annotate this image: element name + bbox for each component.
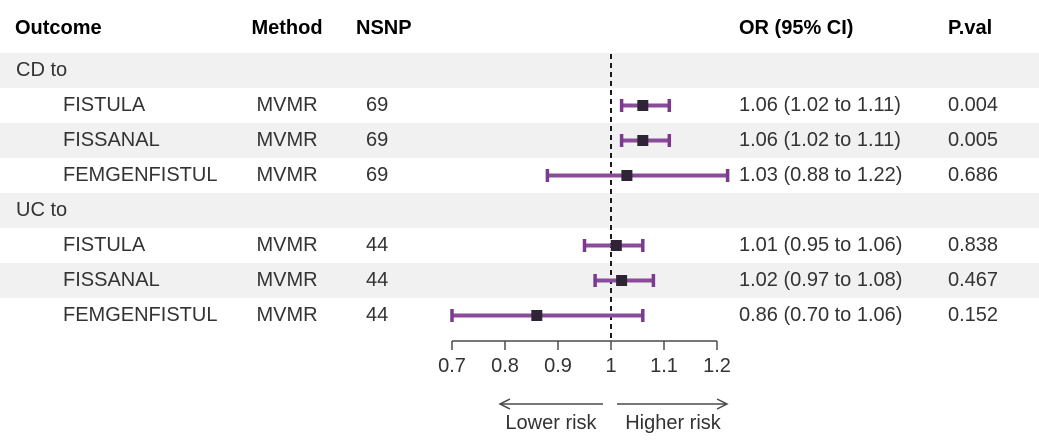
group-label: CD to [16, 59, 68, 81]
row-pval: 0.467 [948, 269, 999, 291]
row-method: MVMR [256, 304, 318, 326]
lower-risk-label: Lower risk [505, 412, 597, 434]
row-pval: 0.152 [948, 304, 999, 326]
ci-cap-high [725, 169, 730, 182]
right-arrow-head [716, 398, 729, 410]
ci-cap-high [667, 134, 672, 147]
row-pval: 0.838 [948, 234, 999, 256]
ci-cap-low [619, 134, 624, 147]
point-estimate-marker [531, 310, 543, 321]
point-estimate-marker [610, 240, 622, 251]
row-or-ci: 0.86 (0.70 to 1.06) [739, 304, 903, 326]
ci-cap-high [641, 239, 645, 252]
point-estimate-marker [637, 100, 649, 111]
row-method: MVMR [256, 164, 318, 186]
column-header-method: Method [251, 17, 323, 39]
row-nsnp: 44 [366, 234, 389, 256]
ci-cap-high [667, 99, 672, 112]
ci-cap-low [619, 99, 624, 112]
row-label-outcome: FISSANAL [63, 269, 160, 291]
row-method: MVMR [256, 234, 318, 256]
stripe-row [0, 123, 1039, 158]
column-header-or-ci: OR (95% CI) [739, 17, 854, 39]
ci-cap-low [450, 309, 454, 322]
row-or-ci: 1.01 (0.95 to 1.06) [739, 234, 903, 256]
tick-label: 0.8 [491, 355, 519, 377]
point-estimate-marker [621, 170, 633, 181]
row-label-outcome: FEMGENFISTUL [63, 164, 218, 186]
row-nsnp: 69 [366, 94, 389, 116]
tick-label: 1.2 [703, 355, 731, 377]
row-or-ci: 1.06 (1.02 to 1.11) [739, 94, 901, 116]
row-label-outcome: FISTULA [63, 94, 146, 116]
point-estimate-marker [637, 135, 649, 146]
row-nsnp: 69 [366, 129, 389, 151]
left-arrow-head [498, 398, 511, 410]
row-method: MVMR [256, 94, 318, 116]
stripe-row [0, 53, 1039, 88]
row-or-ci: 1.06 (1.02 to 1.11) [739, 129, 901, 151]
row-label-outcome: FISSANAL [63, 129, 160, 151]
point-estimate-marker [616, 275, 628, 286]
stripe-row [0, 263, 1039, 298]
ci-cap-low [545, 169, 550, 182]
row-nsnp: 69 [366, 164, 389, 186]
column-header-outcome: Outcome [15, 17, 102, 39]
column-header-pval: P.val [948, 17, 993, 39]
row-pval: 0.004 [948, 94, 999, 116]
row-label-outcome: FEMGENFISTUL [63, 304, 218, 326]
ci-cap-low [593, 274, 597, 287]
higher-risk-label: Higher risk [625, 412, 721, 434]
tick-label: 1.1 [650, 355, 678, 377]
ci-cap-low [582, 239, 587, 252]
row-nsnp: 44 [366, 304, 389, 326]
row-or-ci: 1.02 (0.97 to 1.08) [739, 269, 903, 291]
stripe-row [0, 193, 1039, 228]
tick-label: 0.9 [544, 355, 572, 377]
row-method: MVMR [256, 129, 318, 151]
row-label-outcome: FISTULA [63, 234, 146, 256]
row-nsnp: 44 [366, 269, 389, 291]
group-label: UC to [16, 199, 68, 221]
ci-cap-high [641, 309, 645, 322]
column-header-nsnp: NSNP [356, 17, 412, 39]
row-method: MVMR [256, 269, 318, 291]
ci-cap-high [651, 274, 656, 287]
row-or-ci: 1.03 (0.88 to 1.22) [739, 164, 903, 186]
tick-label: 0.7 [438, 355, 466, 377]
tick-label: 1 [605, 355, 617, 377]
row-pval: 0.686 [948, 164, 999, 186]
row-pval: 0.005 [948, 129, 999, 151]
